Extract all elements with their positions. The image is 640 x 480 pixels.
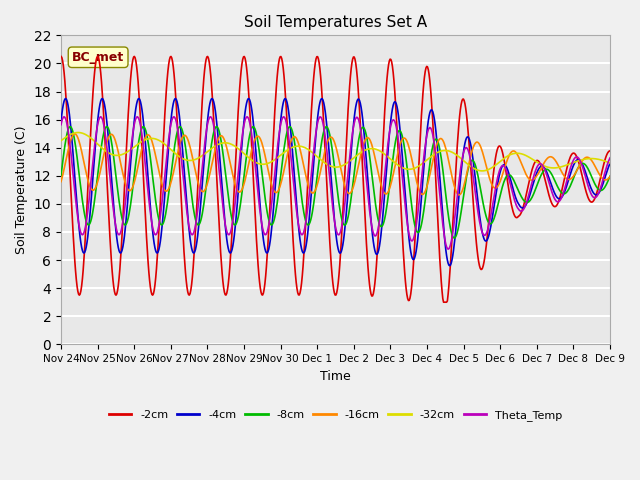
X-axis label: Time: Time — [320, 370, 351, 383]
Y-axis label: Soil Temperature (C): Soil Temperature (C) — [15, 126, 28, 254]
Legend: -2cm, -4cm, -8cm, -16cm, -32cm, Theta_Temp: -2cm, -4cm, -8cm, -16cm, -32cm, Theta_Te… — [104, 406, 566, 425]
Text: BC_met: BC_met — [72, 51, 124, 64]
Title: Soil Temperatures Set A: Soil Temperatures Set A — [244, 15, 427, 30]
